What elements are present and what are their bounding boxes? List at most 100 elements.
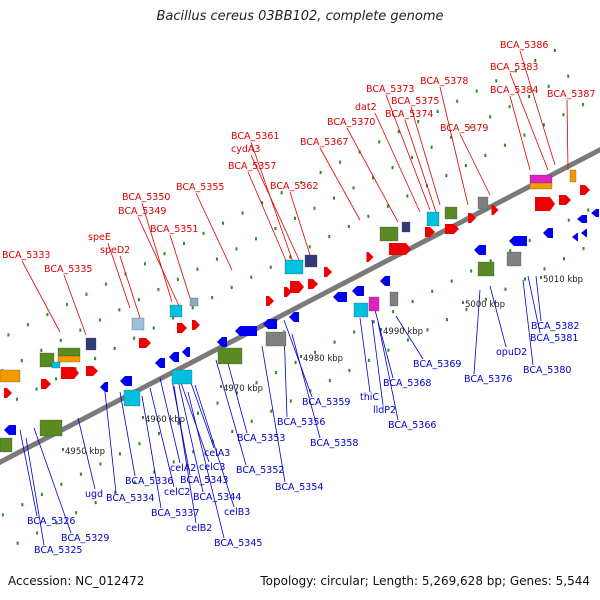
tick-dot <box>113 346 116 350</box>
reverse-gene-arrow <box>509 236 527 246</box>
reverse-gene-label: BCA_5325 <box>34 545 82 556</box>
forward-gene-arrow <box>559 195 571 205</box>
tick-dot <box>372 320 375 324</box>
rna-feature <box>477 196 489 210</box>
tick-dot <box>79 472 82 476</box>
tick-dot <box>406 338 409 342</box>
rna-feature <box>401 221 411 233</box>
scale-tick <box>220 385 222 388</box>
reverse-gene-label: celC3 <box>199 462 225 473</box>
scale-tick <box>540 276 542 279</box>
forward-gene-label: dat2 <box>355 102 377 113</box>
forward-gene-arrow <box>4 388 12 398</box>
tick-dot <box>313 206 316 210</box>
tick-dot <box>587 208 590 212</box>
forward-gene-arrow <box>445 224 459 234</box>
tick-dot <box>176 277 179 281</box>
scale-tick <box>462 301 464 304</box>
forward-leader-line <box>247 171 291 271</box>
tick-dot <box>547 84 550 88</box>
rna-feature <box>426 211 440 227</box>
tick-dot <box>523 133 526 137</box>
scale-label: 4960 kbp <box>145 415 185 425</box>
scale-label: 4970 kbp <box>223 384 263 394</box>
tick-dot <box>514 69 517 73</box>
reverse-gene-arrow <box>591 209 599 217</box>
tick-dot <box>503 143 506 147</box>
forward-leader-line <box>519 50 556 166</box>
tick-dot <box>261 201 264 205</box>
forward-gene-label: BCA_5384 <box>490 85 538 96</box>
tick-dot <box>489 259 492 263</box>
tick-dot <box>339 160 342 164</box>
reverse-gene-arrow <box>581 229 587 237</box>
tick-dot <box>397 130 400 134</box>
forward-leader-line <box>319 147 361 221</box>
forward-leader-line <box>509 95 531 171</box>
tick-dot <box>65 302 68 307</box>
tick-dot <box>40 348 43 353</box>
tick-dot <box>138 442 141 446</box>
tick-dot <box>328 379 331 383</box>
reverse-leader-line <box>359 317 371 393</box>
forward-gene-arrow <box>266 296 274 306</box>
tick-dot <box>137 298 140 302</box>
tick-dot <box>7 333 10 337</box>
tick-dot <box>118 308 121 312</box>
tick-dot <box>553 48 556 53</box>
reverse-gene-label: BCA_5354 <box>275 482 323 493</box>
map-title: Bacillus cereus 03BB102, complete genome <box>156 9 444 24</box>
rna-feature <box>51 361 61 369</box>
reverse-gene-arrow <box>474 245 486 255</box>
rna-feature <box>171 369 193 385</box>
tick-dot <box>235 247 238 251</box>
reverse-gene-label: celA3 <box>204 448 230 459</box>
reverse-leader-line <box>535 275 542 322</box>
tick-dot <box>392 310 395 314</box>
forward-leader-line <box>119 255 141 319</box>
reverse-leader-line <box>77 417 96 490</box>
forward-gene-label: BCA_5349 <box>118 206 166 217</box>
reverse-gene-label: BCA_5336 <box>125 476 173 487</box>
tick-dot <box>236 391 239 395</box>
forward-leader-line <box>459 133 491 196</box>
reverse-gene-label: BCA_5344 <box>193 492 241 503</box>
tick-dot <box>386 204 389 208</box>
tick-dot <box>411 299 414 304</box>
reverse-gene-arrow <box>543 228 553 238</box>
tick-dot <box>567 74 570 78</box>
tick-dot <box>172 316 175 320</box>
tick-dot <box>274 226 277 231</box>
tick-dot <box>241 211 244 215</box>
rna-feature <box>57 355 81 363</box>
scale-label: 5000 kbp <box>465 300 505 310</box>
tick-dot <box>74 367 77 371</box>
reverse-leader-line <box>119 391 136 477</box>
reverse-gene-arrow <box>217 337 227 347</box>
tick-dot <box>211 295 214 300</box>
tick-dot <box>163 252 166 256</box>
reverse-leader-line <box>194 384 235 508</box>
tick-dot <box>581 102 584 107</box>
tick-dot <box>114 490 117 495</box>
tick-dot <box>333 340 336 344</box>
tick-dot <box>308 245 311 249</box>
tick-dot <box>231 429 234 434</box>
reverse-leader-line <box>159 377 181 464</box>
reverse-leader-line <box>19 429 38 517</box>
reverse-leader-line <box>473 289 481 375</box>
forward-gene-label: BCA_5362 <box>270 181 318 192</box>
reverse-gene-label: BCA_5366 <box>388 420 436 431</box>
tick-dot <box>152 326 155 330</box>
tick-dot <box>333 196 336 200</box>
tick-dot <box>250 419 253 423</box>
rna-feature <box>569 169 577 183</box>
forward-gene-label: BCA_5335 <box>44 264 92 275</box>
tick-dot <box>319 170 322 174</box>
tick-dot <box>563 257 566 261</box>
reverse-gene-label: celB3 <box>224 507 250 518</box>
forward-gene-arrow <box>580 185 590 195</box>
tick-dot <box>542 123 545 127</box>
forward-gene-label: BCA_5355 <box>176 182 224 193</box>
tick-dot <box>372 176 375 180</box>
